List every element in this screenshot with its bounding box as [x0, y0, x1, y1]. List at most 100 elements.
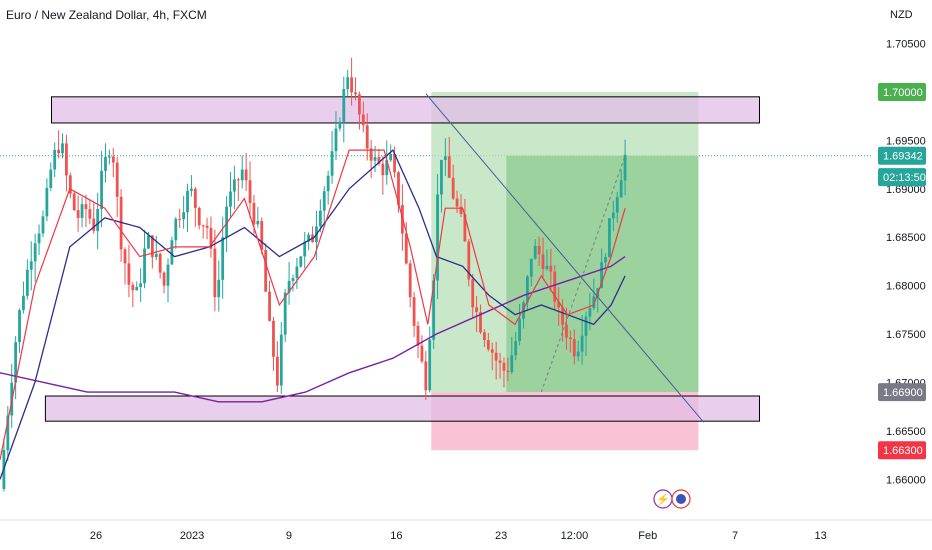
candle — [6, 405, 10, 461]
svg-text:02:13:50: 02:13:50 — [883, 172, 926, 184]
candle — [522, 300, 525, 329]
x-tick-label: 9 — [286, 530, 292, 542]
candle — [236, 177, 240, 201]
candle — [545, 249, 549, 271]
candle — [615, 191, 619, 223]
candle — [568, 330, 572, 353]
svg-text:1.69342: 1.69342 — [883, 151, 923, 163]
candle — [471, 273, 475, 318]
candle — [459, 193, 463, 218]
globe-button[interactable] — [671, 489, 691, 509]
candle — [143, 229, 146, 289]
candle — [537, 236, 541, 266]
candle — [174, 216, 178, 249]
candle — [510, 336, 514, 375]
candle — [135, 281, 139, 291]
candle — [494, 341, 498, 380]
candle — [393, 146, 396, 178]
resistance-zone[interactable] — [51, 96, 761, 124]
candle — [240, 155, 244, 189]
candle — [14, 336, 18, 400]
support-zone[interactable] — [44, 395, 761, 422]
candle — [111, 148, 115, 178]
candle — [119, 189, 123, 262]
price-tags: 1.70000 1.69342 02:13:50 1.66900 1.66300 — [878, 82, 926, 460]
ma-slow-line — [0, 256, 626, 403]
candle — [623, 139, 627, 196]
candle — [264, 243, 268, 293]
candle — [608, 218, 611, 258]
svg-text:1.66900: 1.66900 — [883, 387, 923, 399]
candle — [303, 231, 307, 269]
candle — [295, 257, 299, 289]
candle — [358, 91, 361, 130]
price-tag: 1.66300 — [878, 441, 926, 460]
candle — [381, 155, 385, 195]
candle — [436, 174, 439, 300]
candle — [193, 187, 197, 227]
candle — [72, 191, 76, 212]
candle — [346, 69, 350, 96]
candle — [611, 200, 615, 232]
candle — [92, 202, 96, 234]
candle — [217, 260, 221, 312]
candle — [162, 271, 166, 294]
candle — [490, 342, 494, 371]
y-tick-label: 1.66000 — [886, 474, 926, 486]
y-tick-label: 1.69500 — [886, 135, 926, 147]
candle — [268, 280, 271, 322]
candle — [154, 235, 158, 261]
price-tag: 1.66900 — [878, 383, 926, 402]
candle — [514, 332, 518, 361]
candle — [158, 252, 162, 279]
candle — [100, 151, 103, 228]
candle — [104, 143, 107, 183]
candle — [330, 131, 334, 184]
candle — [311, 226, 314, 243]
price-tag: 1.69342 — [878, 146, 926, 165]
candle — [518, 304, 521, 346]
candle — [619, 169, 623, 198]
candle — [68, 172, 72, 199]
candle — [186, 183, 189, 233]
candle — [29, 241, 33, 291]
candle — [443, 138, 447, 176]
x-tick-label: 26 — [90, 530, 102, 542]
candle — [408, 260, 412, 308]
candle — [123, 247, 127, 285]
candle — [455, 190, 459, 213]
candle — [322, 186, 326, 227]
candle — [385, 140, 389, 185]
candle — [33, 233, 37, 282]
candle — [115, 156, 119, 218]
chart-title: Euro / New Zealand Dollar, 4h, FXCM — [6, 8, 207, 22]
candle — [412, 291, 416, 337]
candle — [541, 237, 545, 279]
candle — [279, 321, 283, 394]
candle — [354, 77, 357, 101]
candle — [342, 76, 346, 143]
candle — [49, 162, 53, 192]
ma-fast-line — [0, 149, 626, 461]
candle — [22, 281, 25, 314]
trendline[interactable] — [425, 93, 705, 423]
candle — [576, 340, 580, 362]
x-tick-label: 23 — [495, 530, 507, 542]
price-axis: 1.70500 1.69500 1.69000 1.68500 1.68000 1.675… — [886, 39, 926, 487]
candle — [205, 217, 209, 240]
candle — [486, 333, 490, 352]
y-tick-label: 1.69000 — [886, 184, 926, 196]
candle — [178, 208, 182, 228]
candle — [107, 149, 111, 165]
x-tick-label: Feb — [638, 530, 657, 542]
candle — [428, 326, 432, 393]
long-position-tool[interactable] — [431, 91, 699, 451]
candle — [291, 274, 295, 292]
candle — [326, 170, 330, 205]
candle — [244, 152, 248, 191]
candle — [76, 195, 80, 232]
replay-button[interactable]: ⚡ — [653, 489, 673, 509]
candle — [131, 282, 135, 308]
candle — [588, 292, 592, 331]
